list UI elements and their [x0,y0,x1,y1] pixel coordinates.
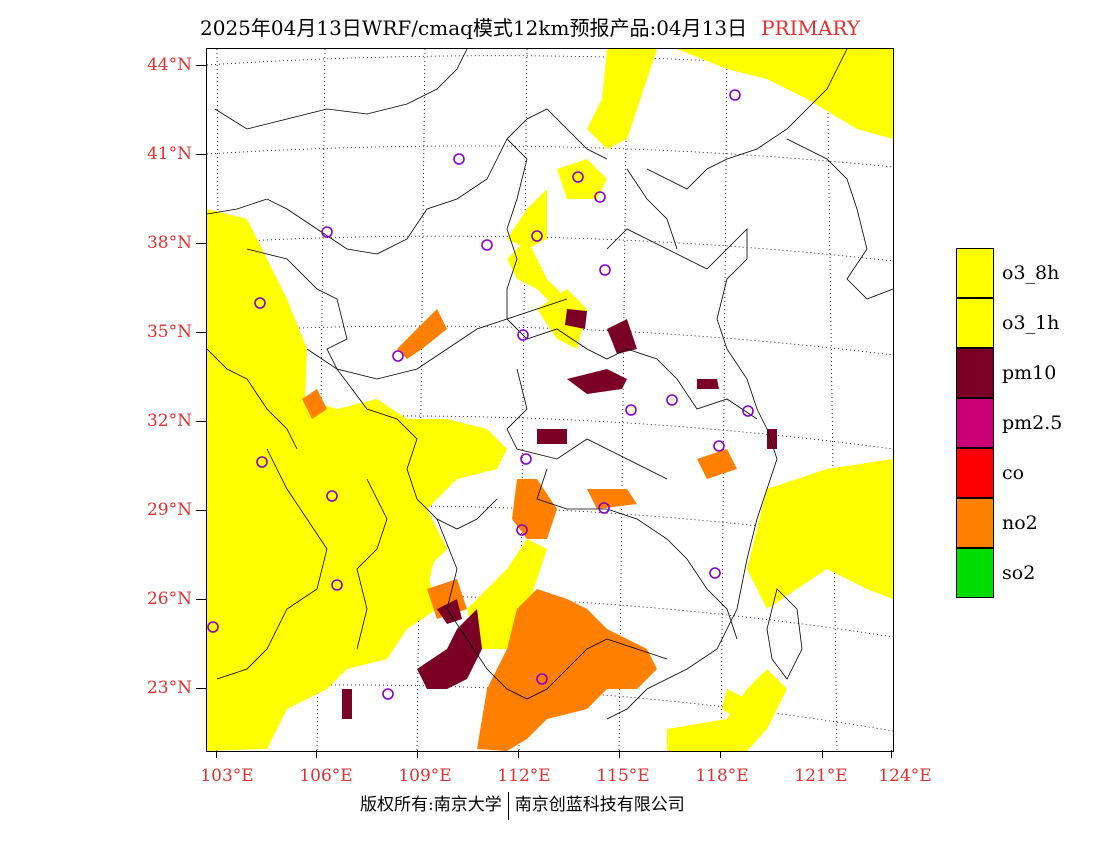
legend-swatch [956,448,994,498]
map-frame [206,48,894,752]
legend-swatch [956,498,994,548]
station-marker [729,89,741,101]
lat-label-29: 29°N [146,500,192,520]
lon-label-118: 118°E [695,766,749,786]
legend-label: co [1002,462,1025,484]
station-marker [572,171,584,183]
station-marker [453,153,465,165]
station-marker [709,567,721,579]
station-marker [321,226,333,238]
station-marker [666,394,678,406]
station-marker [254,297,266,309]
station-marker [713,440,725,452]
lon-tick [518,750,519,758]
station-marker [326,490,338,502]
primary-tag: PRIMARY [761,16,861,40]
lat-tick [196,65,206,66]
lon-label-121: 121°E [794,766,848,786]
legend-label: no2 [1002,512,1038,534]
footer-divider [507,791,509,820]
station-marker [392,350,404,362]
legend-label: so2 [1002,562,1036,584]
title-text: 2025年04月13日WRF/cmaq模式12km预报产品:04月13日 [200,16,748,40]
boundary-lines [207,49,893,720]
lon-label-103: 103°E [200,766,254,786]
lon-label-112: 112°E [497,766,551,786]
map-canvas [207,49,893,751]
station-marker [520,453,532,465]
station-marker [531,230,543,242]
lon-label-109: 109°E [398,766,452,786]
legend-swatch [956,248,994,298]
lon-label-124: 124°E [878,766,932,786]
station-marker [598,502,610,514]
copyright-footer: 版权所有:南京大学 南京创蓝科技有限公司 [360,790,685,820]
lat-label-23: 23°N [146,678,192,698]
lon-tick [417,750,418,758]
station-marker [599,264,611,276]
station-marker [516,524,528,536]
legend-label: pm2.5 [1002,412,1063,434]
lat-tick [196,688,206,689]
lat-label-35: 35°N [146,322,192,342]
map-title: 2025年04月13日WRF/cmaq模式12km预报产品:04月13日 PRIM… [200,12,860,41]
legend-swatch [956,298,994,348]
legend-label: o3_8h [1002,262,1060,284]
station-marker [625,404,637,416]
lon-tick [720,750,721,758]
station-marker [742,405,754,417]
lat-tick [196,599,206,600]
lat-tick [196,154,206,155]
copyright-right: 南京创蓝科技有限公司 [514,795,685,815]
lon-tick [619,750,620,758]
station-marker [517,329,529,341]
station-marker [256,456,268,468]
legend-swatch [956,348,994,398]
lat-label-44: 44°N [146,55,192,75]
legend-label: pm10 [1002,362,1057,384]
lat-tick [196,510,206,511]
lon-tick [822,750,823,758]
station-marker [331,579,343,591]
o3-region [207,49,893,751]
lat-label-32: 32°N [146,411,192,431]
lon-label-106: 106°E [299,766,353,786]
lat-label-41: 41°N [146,144,192,164]
copyright-left: 版权所有:南京大学 [360,795,502,815]
no2-region [302,309,737,751]
station-marker [536,673,548,685]
station-marker [481,239,493,251]
legend-label: o3_1h [1002,312,1060,334]
station-marker [207,621,219,633]
station-markers [207,89,754,700]
lat-label-26: 26°N [146,589,192,609]
lon-tick [216,750,217,758]
legend-swatch [956,548,994,598]
pm10-region [342,309,777,719]
lon-label-115: 115°E [596,766,650,786]
lon-tick [891,750,892,758]
station-marker [382,688,394,700]
lon-tick [316,750,317,758]
legend-swatch [956,398,994,448]
lat-tick [196,332,206,333]
lat-label-38: 38°N [146,233,192,253]
lat-tick [196,243,206,244]
station-marker [594,191,606,203]
lat-tick [196,421,206,422]
